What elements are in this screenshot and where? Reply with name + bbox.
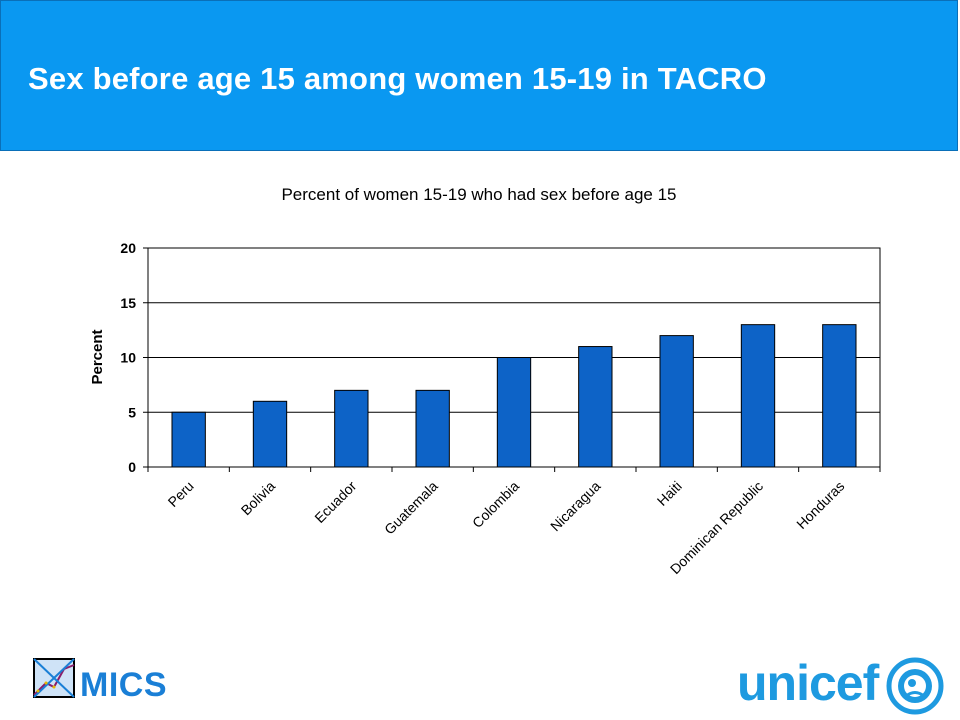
y-tick-labels: 0 5 10 15 20 [120, 240, 136, 475]
x-category-label: Ecuador [311, 478, 359, 526]
title-banner: Sex before age 15 among women 15-19 in T… [0, 0, 958, 151]
y-tick-label: 0 [128, 459, 136, 475]
bar-nicaragua [578, 346, 613, 468]
x-category-label: Honduras [793, 478, 847, 532]
mics-label: MICS [80, 666, 167, 704]
x-category-label: Dominican Republic [667, 478, 766, 577]
bar-bolivia [252, 400, 288, 468]
bar-colombia [496, 357, 532, 468]
slide-title: Sex before age 15 among women 15-19 in T… [28, 61, 767, 96]
axes [143, 247, 881, 472]
x-category-label: Nicaragua [547, 478, 604, 535]
x-category-labels: Peru Bolivia Ecuador Guatemala Colombia Nicar… [165, 478, 848, 578]
y-tick-label: 20 [120, 240, 136, 256]
bar-honduras [822, 324, 857, 468]
unicef-wordmark: unicef [737, 655, 879, 711]
unicef-emblem-icon [886, 657, 944, 715]
bar-haiti [659, 335, 694, 468]
y-axis-title: Percent [89, 329, 106, 384]
x-category-label: Peru [165, 478, 197, 510]
x-category-label: Haiti [654, 478, 685, 509]
bar-ecuador [334, 389, 369, 468]
y-tick-label: 10 [120, 350, 136, 366]
x-category-label: Colombia [469, 478, 522, 531]
bar-guatemala [415, 389, 450, 468]
bar-dominican-republic [740, 324, 776, 468]
bar-peru [171, 411, 206, 468]
x-category-label: Guatemala [381, 478, 441, 538]
bars [171, 324, 857, 468]
x-category-label: Bolivia [238, 478, 279, 519]
chart-title: Percent of women 15-19 who had sex befor… [281, 185, 676, 204]
mics-logo [33, 658, 75, 698]
y-tick-label: 15 [120, 295, 136, 311]
y-tick-label: 5 [128, 404, 136, 420]
